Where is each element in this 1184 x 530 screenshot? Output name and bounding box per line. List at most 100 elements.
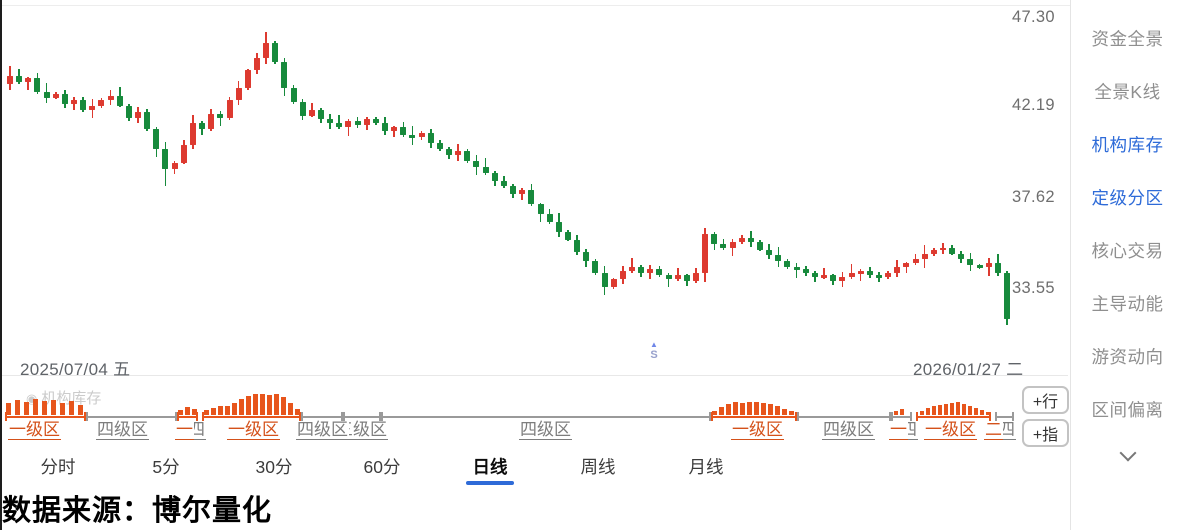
histogram-bar xyxy=(6,403,11,415)
candle-body xyxy=(555,221,562,232)
candle-body xyxy=(391,127,398,132)
tab-30分[interactable]: 30分 xyxy=(255,457,293,477)
candle-body xyxy=(281,62,288,88)
histogram-bar xyxy=(246,396,251,415)
candle-body xyxy=(665,275,672,280)
candle-body xyxy=(574,239,581,252)
candle-wick xyxy=(631,258,633,273)
candle-body xyxy=(500,180,507,187)
candle-body xyxy=(702,233,709,274)
candle-wick xyxy=(905,261,908,274)
candle-body xyxy=(372,119,379,124)
add-row-button[interactable]: +行 xyxy=(1022,386,1069,414)
candle-body xyxy=(482,166,489,173)
candle-body xyxy=(153,129,160,150)
zone-axis-segment xyxy=(343,416,381,418)
histogram-bar xyxy=(719,407,724,415)
candle-body xyxy=(949,247,956,254)
zone-axis-segment xyxy=(891,416,912,418)
candle-body xyxy=(958,253,965,260)
candle-body xyxy=(162,149,169,169)
zone-axis-segment xyxy=(202,416,301,418)
histogram-bar xyxy=(232,403,237,415)
histogram-bar xyxy=(225,406,230,415)
zone-axis-tick xyxy=(989,412,991,421)
zone-label: 一级区 xyxy=(731,420,784,440)
candle-wick xyxy=(484,157,487,176)
candle-body xyxy=(601,273,608,287)
histogram-bar xyxy=(288,403,293,415)
sell-signal-marker: ▲ S xyxy=(646,340,662,362)
zone-axis-tick xyxy=(299,412,301,421)
candle-body xyxy=(628,267,635,272)
sidebar-item-定级分区[interactable]: 定级分区 xyxy=(1091,188,1164,208)
candle-body xyxy=(976,265,983,268)
candle-body xyxy=(839,277,846,282)
histogram-bar xyxy=(980,410,984,415)
zone-axis-tick xyxy=(916,412,918,421)
candle-body xyxy=(34,78,41,92)
histogram-bar xyxy=(747,402,752,415)
candle-wick xyxy=(795,262,798,278)
tab-5分[interactable]: 5分 xyxy=(152,457,180,477)
sidebar-item-区间偏离[interactable]: 区间偏离 xyxy=(1091,400,1164,420)
candle-body xyxy=(382,123,389,132)
zone-label: 一 xyxy=(175,420,194,440)
histogram-bar xyxy=(78,405,83,415)
candle-body xyxy=(199,123,206,130)
add-indicator-button[interactable]: +指 xyxy=(1022,419,1069,447)
sidebar-expand-control[interactable] xyxy=(1071,436,1184,476)
sidebar-item-资金全景[interactable]: 资金全景 xyxy=(1091,29,1164,49)
histogram-bar xyxy=(185,407,190,415)
tab-周线[interactable]: 周线 xyxy=(580,457,616,477)
zone-axis-tick xyxy=(379,412,381,421)
histogram-bar xyxy=(726,404,731,415)
candle-body xyxy=(71,99,78,104)
candle-body xyxy=(180,145,187,163)
sidebar-item-核心交易[interactable]: 核心交易 xyxy=(1091,241,1164,261)
histogram-bar xyxy=(60,403,65,415)
zone-axis-tick xyxy=(301,412,303,421)
sidebar-item-机构库存[interactable]: 机构库存 xyxy=(1091,135,1164,155)
histogram-bar xyxy=(968,406,972,415)
histogram-bar xyxy=(938,405,942,415)
candle-body xyxy=(345,121,352,128)
candle-body xyxy=(519,190,526,195)
candle-wick xyxy=(823,268,825,279)
watermark: ◉ 机构库存 xyxy=(26,390,102,407)
candle-body xyxy=(116,95,123,106)
candle-body xyxy=(107,95,114,100)
candle-wick xyxy=(347,119,350,136)
candle-body xyxy=(299,101,306,116)
tab-月线[interactable]: 月线 xyxy=(688,457,724,477)
candle-body xyxy=(89,105,96,110)
histogram-bar xyxy=(33,399,38,415)
zone-axis-segment xyxy=(711,416,797,418)
candle-body xyxy=(272,42,279,63)
candle-body xyxy=(930,249,937,254)
sidebar-item-主导动能[interactable]: 主导动能 xyxy=(1091,294,1164,314)
candle-body xyxy=(967,259,974,266)
zone-label: 四级区 xyxy=(96,420,149,440)
zone-axis-tick xyxy=(196,412,198,421)
zone-axis-tick xyxy=(86,412,88,421)
candle-body xyxy=(921,253,928,260)
candle-body xyxy=(592,261,599,274)
candle-body xyxy=(253,58,260,71)
histogram-bar xyxy=(768,404,773,415)
histogram-bar xyxy=(740,403,745,415)
tab-60分[interactable]: 60分 xyxy=(363,457,401,477)
zone-axis-tick xyxy=(343,412,345,421)
sidebar-item-全景K线[interactable]: 全景K线 xyxy=(1094,82,1161,102)
zone-label: 四级区 xyxy=(296,420,349,440)
sell-triangle-icon: ▲ xyxy=(650,340,658,349)
histogram-bar xyxy=(944,404,948,415)
tab-分时[interactable]: 分时 xyxy=(40,457,76,477)
candle-body xyxy=(619,271,626,280)
candle-body xyxy=(290,87,297,102)
candle-body xyxy=(738,237,745,242)
candle-body xyxy=(537,204,544,215)
sidebar-item-游资动向[interactable]: 游资动向 xyxy=(1091,347,1164,367)
tab-日线[interactable]: 日线 xyxy=(436,448,544,487)
zone-axis-tick xyxy=(709,412,711,421)
